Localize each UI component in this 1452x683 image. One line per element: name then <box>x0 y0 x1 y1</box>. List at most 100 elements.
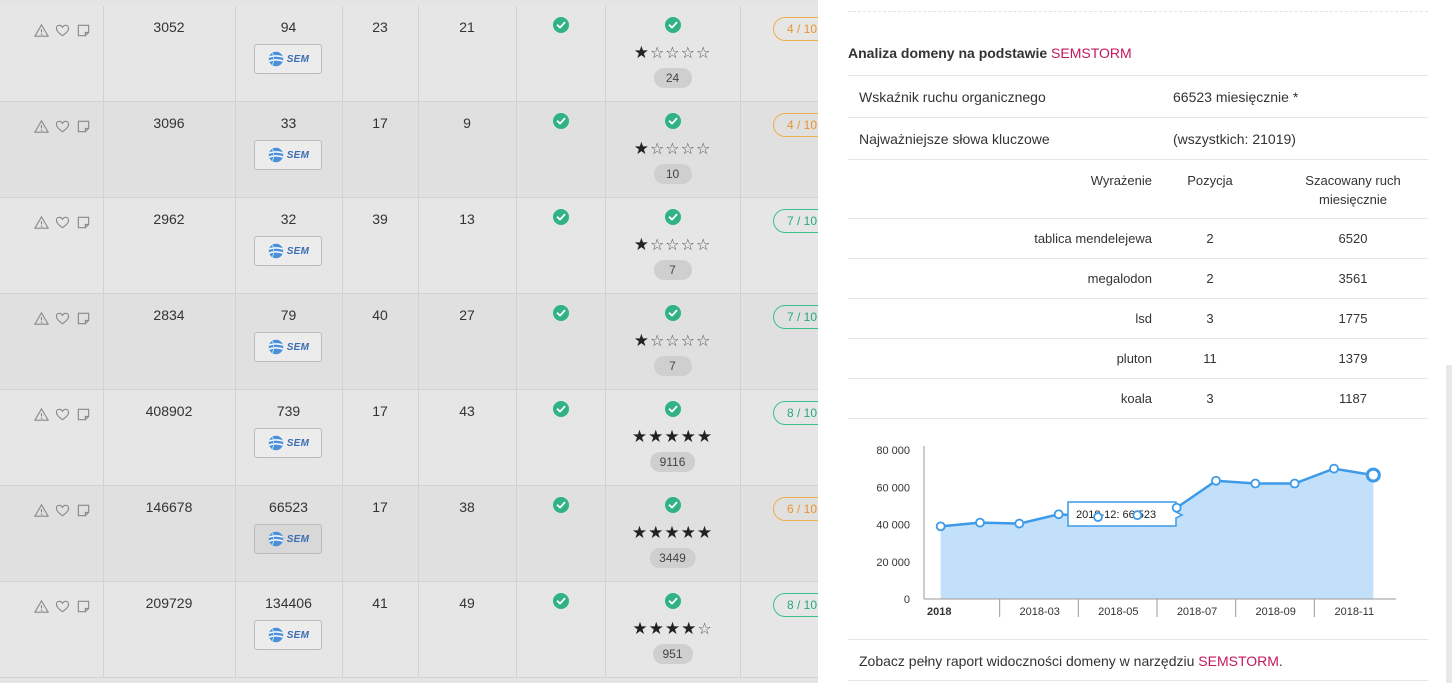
cell-metric-a: 17 <box>342 486 418 582</box>
metric-b-value: 27 <box>459 307 475 323</box>
warning-icon[interactable] <box>34 503 49 518</box>
top-keywords-count: (wszystkich: 21019) <box>1173 131 1296 147</box>
column-divider <box>605 102 606 197</box>
note-icon[interactable] <box>76 407 91 422</box>
heart-icon[interactable] <box>55 503 70 518</box>
column-divider <box>418 198 419 293</box>
scrollbar[interactable] <box>1446 365 1452 683</box>
traffic-chart: 0 20 000 40 000 60 000 80 000 2018 2018-03 2018… <box>876 445 1396 618</box>
cell-rating: ★☆☆☆☆ 7 <box>605 294 740 390</box>
row-actions <box>34 503 91 518</box>
column-divider <box>235 294 236 389</box>
metric-a-value: 23 <box>372 19 388 35</box>
heart-icon[interactable] <box>55 407 70 422</box>
keyword-term: megalodon <box>1087 271 1152 286</box>
x-tick-label: 2018 <box>927 606 951 618</box>
note-icon[interactable] <box>76 599 91 614</box>
check-circle-icon <box>552 113 569 129</box>
sem-button-label: SEM <box>286 149 310 161</box>
sem-button[interactable]: SEM <box>254 524 322 554</box>
table-row: 146678 66523 SEM 17 38 ★★★★★ 3449 6 / 10 <box>0 486 833 582</box>
footer-semstorm-link[interactable]: SEMSTORM <box>1198 653 1279 669</box>
check-circle-icon <box>664 209 681 225</box>
column-divider <box>740 6 741 101</box>
column-divider <box>605 582 606 677</box>
cell-metric-b: 43 <box>418 390 516 486</box>
sem-button[interactable]: SEM <box>254 332 322 362</box>
warning-icon[interactable] <box>34 599 49 614</box>
star-empty-icon: ☆ <box>649 333 666 350</box>
cell-score: 7 / 10 <box>740 198 833 294</box>
column-divider <box>235 486 236 581</box>
traffic-value: 66523 <box>269 499 308 515</box>
row-actions <box>34 119 91 134</box>
status-check <box>516 17 605 33</box>
cell-traffic: 134406 SEM <box>235 582 342 678</box>
heart-icon[interactable] <box>55 311 70 326</box>
id-value: 2834 <box>153 307 185 323</box>
rating-check <box>605 113 740 129</box>
note-icon[interactable] <box>76 503 91 518</box>
organic-traffic-row: Wskaźnik ruchu organicznego 66523 miesię… <box>848 76 1428 118</box>
traffic-value: 79 <box>280 307 297 323</box>
warning-icon[interactable] <box>34 407 49 422</box>
heart-icon[interactable] <box>55 215 70 230</box>
column-divider <box>235 390 236 485</box>
note-icon[interactable] <box>76 215 91 230</box>
metric-a-value: 17 <box>372 499 388 515</box>
warning-icon[interactable] <box>34 23 49 38</box>
cell-score: 6 / 10 <box>740 486 833 582</box>
note-icon[interactable] <box>76 23 91 38</box>
warning-icon[interactable] <box>34 311 49 326</box>
count-badge: 7 <box>653 260 692 280</box>
star-empty-icon: ☆ <box>665 141 681 158</box>
cell-status <box>516 582 605 678</box>
sem-button[interactable]: SEM <box>254 236 322 266</box>
y-tick-label: 60 000 <box>876 482 910 494</box>
sem-button[interactable]: SEM <box>254 428 322 458</box>
star-filled-icon: ★ <box>633 331 650 350</box>
panel-title-brand: SEMSTORM <box>1051 45 1132 61</box>
star-filled-icon: ★ <box>631 427 649 446</box>
star-filled-icon: ★ <box>631 523 649 542</box>
star-rating: ★☆☆☆☆ <box>605 236 740 255</box>
note-icon[interactable] <box>76 119 91 134</box>
star-rating: ★★★★★ <box>605 428 740 446</box>
data-point <box>1250 478 1261 489</box>
rating-check <box>605 593 740 609</box>
star-rating: ★☆☆☆☆ <box>605 332 740 351</box>
column-divider <box>342 198 343 293</box>
star-filled-icon: ★ <box>680 427 697 446</box>
check-circle-icon <box>552 593 569 609</box>
metric-a-value: 41 <box>372 595 388 611</box>
table-row: 3052 94 SEM 23 21 ★☆☆☆☆ 24 4 / 10 <box>0 6 833 102</box>
heart-icon[interactable] <box>55 599 70 614</box>
check-circle-icon <box>552 17 569 33</box>
star-filled-icon: ★ <box>648 523 665 542</box>
header-term: Wyrażenie <box>1090 173 1152 188</box>
metric-a-value: 39 <box>372 211 388 227</box>
heart-icon[interactable] <box>55 119 70 134</box>
note-icon[interactable] <box>76 311 91 326</box>
cell-metric-a: 39 <box>342 198 418 294</box>
metric-a-value: 17 <box>372 115 388 131</box>
id-value: 3052 <box>153 19 185 35</box>
cell-rating: ★☆☆☆☆ 24 <box>605 6 740 102</box>
star-filled-icon: ★ <box>664 619 682 638</box>
heart-icon[interactable] <box>55 23 70 38</box>
semstorm-globe-icon <box>268 51 283 67</box>
column-divider <box>103 294 104 389</box>
warning-icon[interactable] <box>34 119 49 134</box>
sem-button[interactable]: SEM <box>254 620 322 650</box>
cell-metric-b: 27 <box>418 294 516 390</box>
sem-button[interactable]: SEM <box>254 44 322 74</box>
cell-id: 146678 <box>103 486 235 582</box>
column-divider <box>740 294 741 389</box>
traffic-value: 739 <box>276 403 301 419</box>
star-empty-icon: ☆ <box>697 621 713 638</box>
sem-button[interactable]: SEM <box>254 140 322 170</box>
tooltip-text: 2018-12: 66 523 <box>1076 509 1156 521</box>
metric-b-value: 43 <box>459 403 475 419</box>
warning-icon[interactable] <box>34 215 49 230</box>
table-row: 209729 134406 SEM 41 49 ★★★★☆ 951 8 / 10 <box>0 582 833 678</box>
